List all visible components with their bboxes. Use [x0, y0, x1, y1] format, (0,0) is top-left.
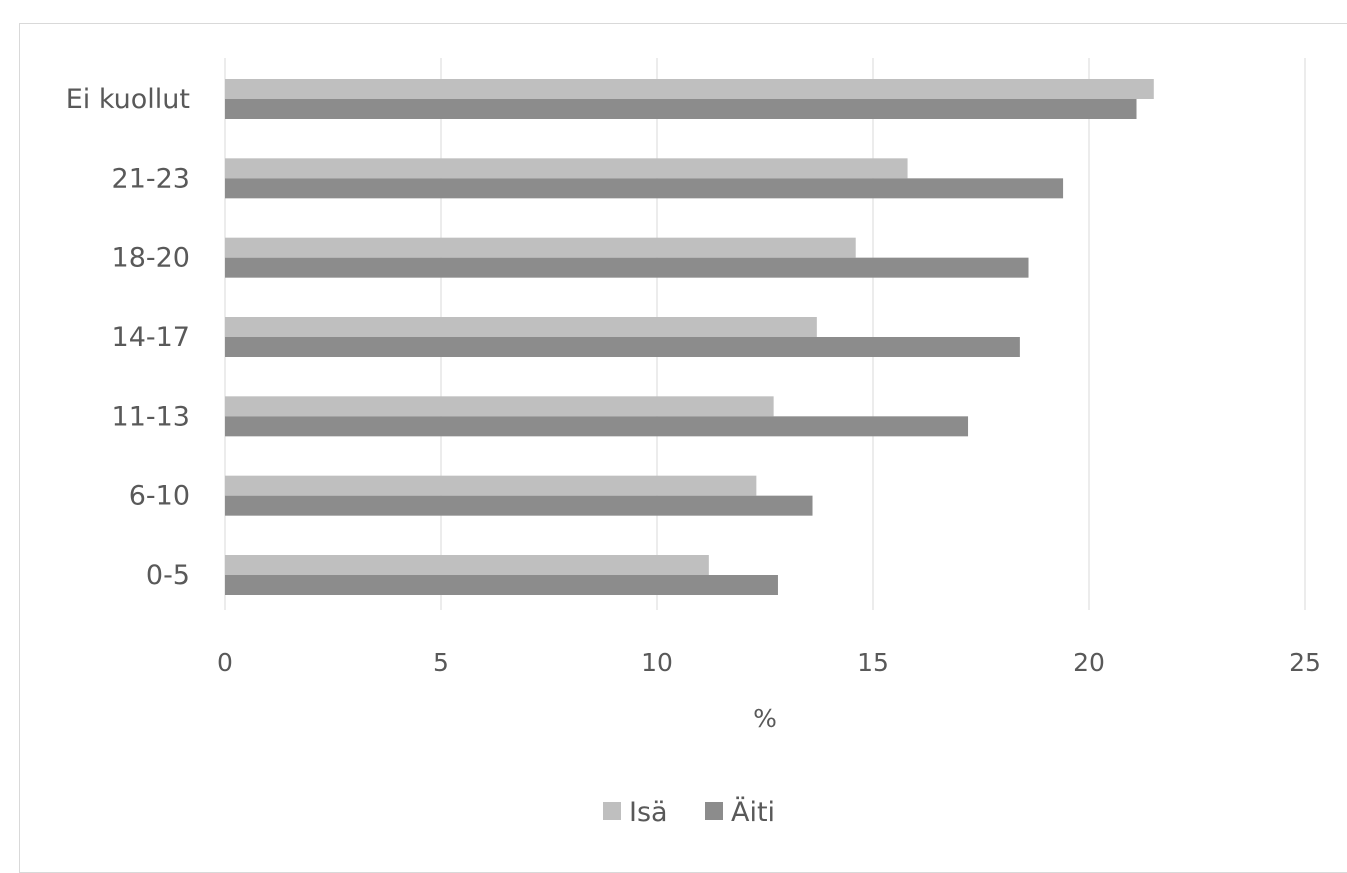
- category-label: Ei kuollut: [66, 84, 190, 115]
- category-label: 11-13: [112, 401, 190, 432]
- x-tick-label: 10: [641, 648, 673, 677]
- bar-aiti: [225, 99, 1137, 119]
- bar-isa: [225, 79, 1154, 99]
- bar-aiti: [225, 257, 1029, 278]
- legend-swatch-aiti: [705, 802, 723, 820]
- category-label: 18-20: [112, 243, 190, 274]
- bar-aiti: [225, 495, 813, 516]
- legend-label-isa: Isä: [629, 797, 668, 828]
- bar-isa: [225, 158, 908, 179]
- x-tick-label: 15: [857, 648, 889, 677]
- x-tick-label: 5: [433, 648, 449, 677]
- legend-swatch-isa: [603, 802, 621, 820]
- bar-isa: [225, 317, 817, 337]
- category-label: 6-10: [129, 481, 190, 512]
- x-axis-title: %: [753, 704, 777, 733]
- bar-isa: [225, 555, 709, 575]
- bar-aiti: [225, 337, 1020, 357]
- bar-isa: [225, 237, 856, 258]
- legend-label-aiti: Äiti: [731, 796, 775, 828]
- bar-aiti: [225, 178, 1064, 199]
- bar-isa: [225, 396, 774, 417]
- category-label: 21-23: [112, 163, 190, 194]
- x-tick-label: 20: [1073, 648, 1105, 677]
- category-label: 14-17: [112, 322, 190, 353]
- x-tick-label: 0: [217, 648, 233, 677]
- bar-aiti: [225, 575, 778, 595]
- bar-aiti: [225, 416, 969, 437]
- category-label: 0-5: [146, 560, 190, 591]
- x-tick-label: 25: [1289, 648, 1321, 677]
- bar-isa: [225, 475, 757, 496]
